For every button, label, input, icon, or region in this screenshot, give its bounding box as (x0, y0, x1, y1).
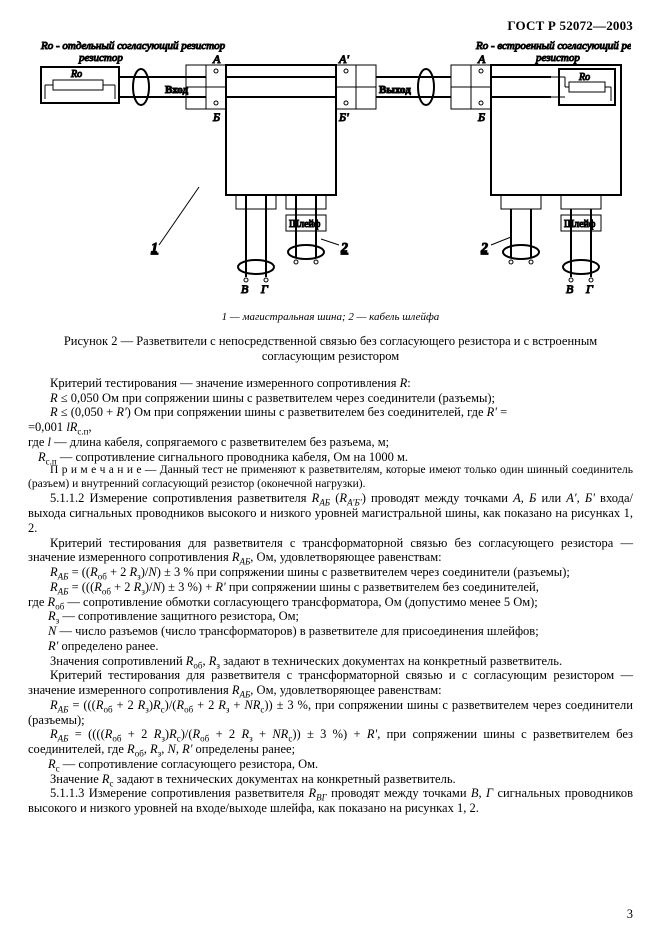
point-B: Б (212, 110, 220, 124)
svg-text:А: А (477, 52, 486, 66)
page: ГОСТ Р 52072—2003 Rо - отдельный согласу… (0, 0, 661, 936)
body-text: Критерий тестирования — значение измерен… (28, 376, 633, 816)
stub-label-right: Шлейф (564, 219, 596, 230)
point-A: А (212, 52, 221, 66)
para-20: 5.1.1.3 Измерение сопротивления разветви… (28, 786, 633, 816)
note: П р и м е ч а н и е — Данный тест не при… (28, 464, 633, 491)
para-1: Критерий тестирования — значение измерен… (28, 376, 633, 391)
r-symbol-left: Rо (70, 69, 82, 80)
stub-label-left: Шлейф (289, 219, 321, 230)
right-res-label: Rо - встроенный согласующий резистор (475, 40, 631, 52)
svg-text:Б: Б (477, 110, 485, 124)
para-18: Rc — сопротивление согласующего резистор… (28, 757, 633, 772)
para-16: RАБ = (((Rоб + 2 Rз)Rc)/(Rоб + 2 Rз + NR… (28, 698, 633, 728)
figure-2-diagram: Rо - отдельный согласующий резистор рези… (31, 37, 631, 307)
para-8: RАБ = ((Rоб + 2 Rз)/N) ± 3 % при сопряже… (28, 565, 633, 580)
figure-caption-text: Рисунок 2 — Разветвители с непосредствен… (64, 334, 597, 363)
r-symbol-right: Rо (578, 72, 590, 83)
point-Bprime: Б' (338, 110, 349, 124)
page-number: 3 (627, 907, 633, 922)
para-14: Значения сопротивлений Rоб, Rз задают в … (28, 654, 633, 669)
para-10: где Rоб — сопротивление обмотки согласую… (28, 595, 633, 610)
para-15: Критерий тестирования для разветвителя с… (28, 668, 633, 698)
figure-caption: Рисунок 2 — Разветвители с непосредствен… (28, 334, 633, 364)
point-V: В (241, 282, 249, 296)
svg-text:резистор: резистор (535, 52, 580, 64)
para-11: Rз — сопротивление защитного резистора, … (28, 609, 633, 624)
left-res-label: Rо - отдельный согласующий резистор (40, 40, 226, 52)
para-6: 5.1.1.2 Измерение сопротивления разветви… (28, 491, 633, 535)
para-13: R' определено ранее. (28, 639, 633, 654)
para-3b: =0,001 lRс.п, (28, 420, 633, 435)
para-12: N — число разъемов (число трансформаторо… (28, 624, 633, 639)
doc-id-header: ГОСТ Р 52072—2003 (28, 18, 633, 33)
para-9: RАБ = (((Rоб + 2 Rз)/N) ± 3 %) + R' при … (28, 580, 633, 595)
svg-text:Г: Г (585, 282, 594, 296)
para-17: RАБ = ((((Rоб + 2 Rз)Rc)/(Rоб + 2 Rз + N… (28, 727, 633, 757)
point-Aprime: А' (338, 52, 349, 66)
callout-1: 1 (151, 241, 158, 256)
svg-text:В: В (566, 282, 574, 296)
callout-2b: 2 (480, 241, 488, 256)
output-label: Выход (379, 84, 411, 96)
para-5: Rс.п — сопротивление сигнального проводн… (28, 450, 633, 465)
para-3: R ≤ (0,050 + R') Ом при сопряжении шины … (28, 405, 633, 420)
para-7: Критерий тестирования для разветвителя с… (28, 536, 633, 566)
para-19: Значение Rc задают в технических докумен… (28, 772, 633, 787)
callout-2a: 2 (340, 241, 348, 256)
left-res-label2: резистор (78, 52, 123, 64)
figure-legend: 1 — магистральная шина; 2 — кабель шлейф… (28, 311, 633, 324)
para-2: R ≤ 0,050 Ом при сопряжении шины с разве… (28, 391, 633, 406)
point-G: Г (260, 282, 269, 296)
input-label: Вход (165, 84, 188, 96)
para-4: где l — длина кабеля, сопрягаемого с раз… (28, 435, 633, 450)
